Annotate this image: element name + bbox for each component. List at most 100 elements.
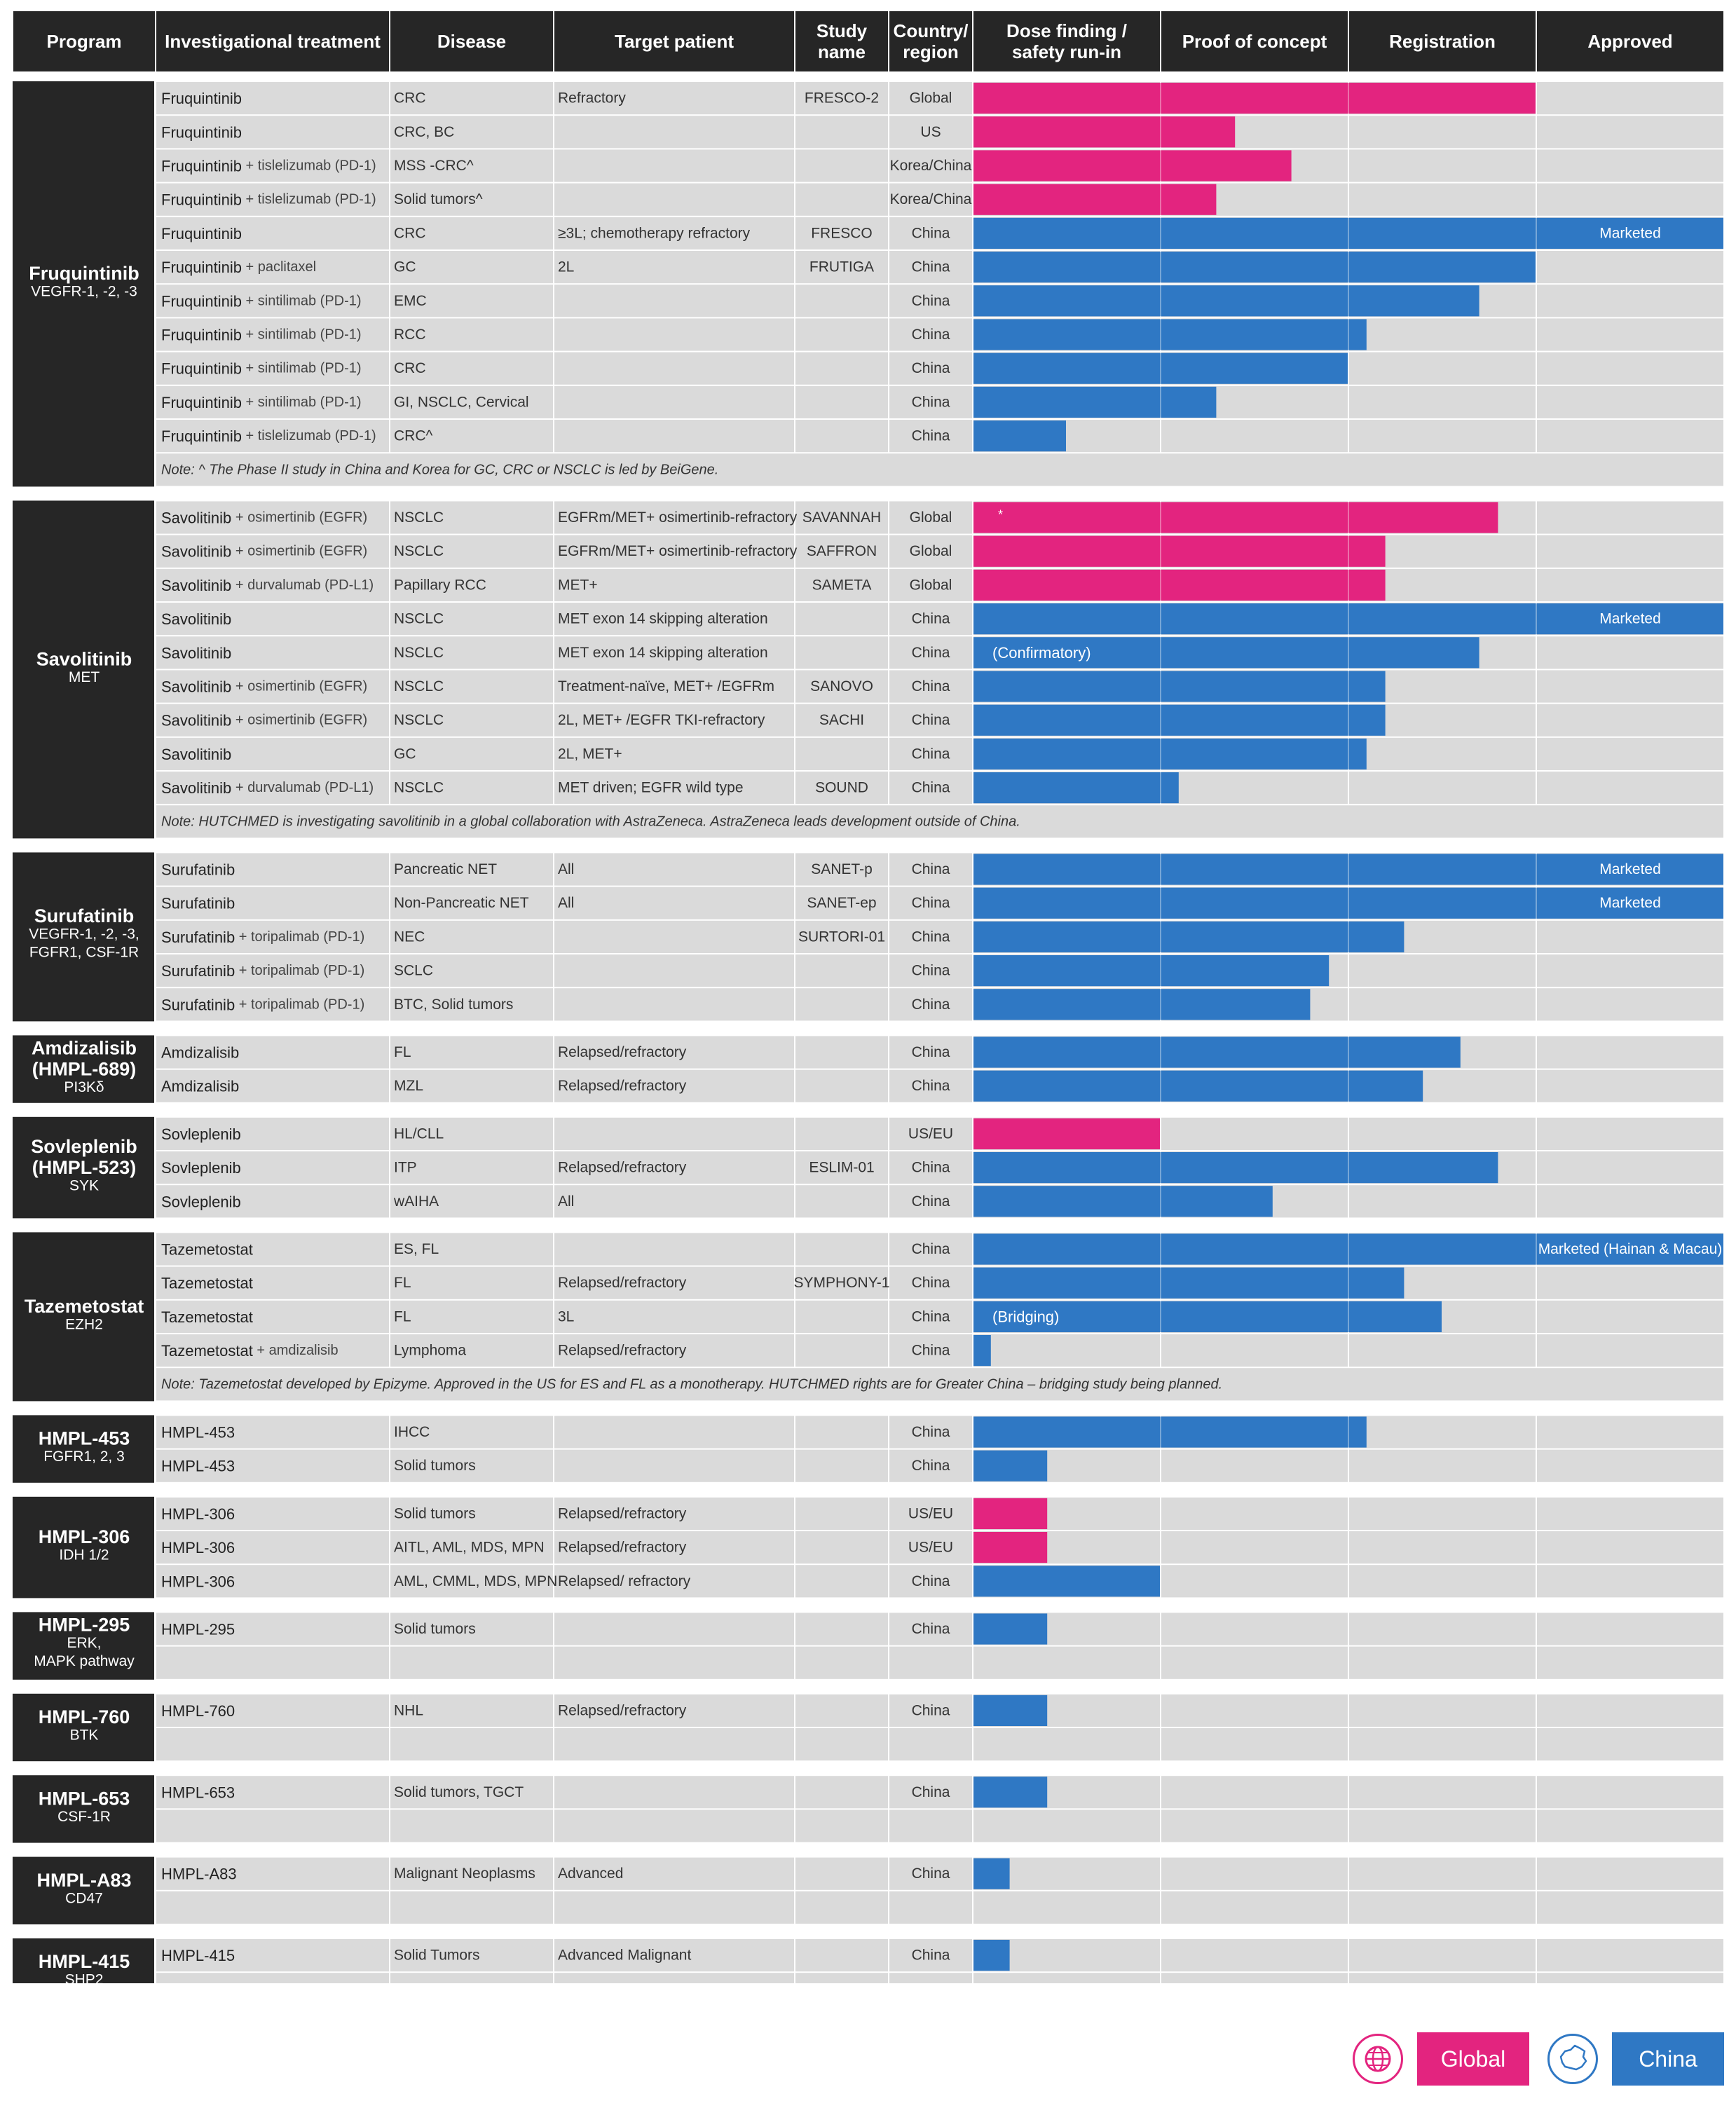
table-cell (554, 920, 794, 953)
header-cell-5 (889, 11, 972, 71)
table-cell (889, 1300, 972, 1333)
table-cell (554, 1939, 794, 1972)
progress-bar (973, 386, 1217, 418)
program-cell (13, 1232, 154, 1402)
note-cell (156, 805, 1723, 838)
table-cell (795, 704, 888, 737)
table-cell (795, 1069, 888, 1102)
table-cell (973, 1973, 1160, 1983)
table-cell (156, 1939, 389, 1972)
table-cell (1349, 116, 1536, 149)
table-cell (156, 217, 389, 249)
progress-bar (973, 1858, 1010, 1889)
patient-text: Relapsed/refractory (558, 1160, 687, 1176)
table-cell (1161, 1891, 1348, 1924)
table-cell (889, 501, 972, 534)
table-cell (1537, 920, 1723, 953)
progress-bar (973, 637, 1479, 669)
program-note: Note: ^ The Phase II study in China and … (161, 462, 718, 477)
table-cell (795, 920, 888, 953)
program-name: Fruquintinib (29, 263, 139, 284)
patient-text: Relapsed/refractory (558, 1540, 687, 1556)
program-name: HMPL-306 (39, 1526, 130, 1547)
region-text: China (912, 394, 950, 410)
table-cell (156, 603, 389, 636)
pipeline-chart: Program Investigational treatment Disease T… (13, 11, 1723, 1983)
table-cell (156, 636, 389, 669)
region-text: Global (910, 577, 952, 593)
program-target: CSF-1R (57, 1809, 111, 1825)
table-cell (554, 1185, 794, 1218)
table-cell (390, 183, 553, 216)
bar-label: (Confirmatory) (992, 644, 1091, 662)
header-label-3: Target patient (615, 31, 734, 52)
legend-global: Global (1417, 2032, 1529, 2086)
combo-partner: + osimertinib (EGFR) (231, 713, 367, 728)
patient-text: 3L (558, 1308, 574, 1325)
drug-name: Fruquintinib (161, 427, 242, 445)
table-cell (156, 1565, 389, 1598)
patient-text: Relapsed/ refractory (558, 1573, 691, 1589)
drug-name: HMPL-295 (161, 1620, 235, 1638)
table-cell (554, 501, 794, 534)
drug-name: Surufatinib (161, 894, 235, 912)
program-name: Sovleplenib (HMPL-523) (31, 1136, 137, 1178)
table-cell (795, 1809, 888, 1842)
header-label-9: Approved (1587, 31, 1672, 52)
table-cell (1161, 1613, 1348, 1645)
combo-partner: + toripalimab (PD-1) (235, 929, 364, 945)
program-target: MET (69, 669, 100, 685)
table-cell (1537, 1151, 1723, 1184)
patient-text: EGFRm/MET+ osimertinib-refractory (558, 543, 798, 559)
bar-label: * (998, 508, 1003, 522)
drug-name: Savolitinib (161, 610, 231, 628)
disease-text: FL (394, 1308, 411, 1325)
table-cell (795, 501, 888, 534)
header-label-7: Proof of concept (1182, 31, 1327, 52)
progress-bar (973, 1301, 1442, 1332)
drug-name: Sovleplenib (161, 1193, 241, 1210)
table-cell (390, 1776, 553, 1809)
table-cell (889, 183, 972, 216)
table-cell (889, 1809, 972, 1842)
table-cell (1161, 1973, 1348, 1983)
drug-name: Tazemetostat (161, 1240, 253, 1258)
table-cell (390, 385, 553, 418)
drug-name: Fruquintinib (161, 224, 242, 242)
treatment-text: Fruquintinib + sintilimab (PD-1) (161, 360, 362, 377)
table-cell (390, 1646, 553, 1679)
table-cell (390, 1069, 553, 1102)
table-cell (795, 1939, 888, 1972)
table-cell (156, 954, 389, 987)
table-cell (1537, 352, 1723, 385)
table-cell (889, 853, 972, 886)
table-cell (795, 1185, 888, 1218)
table-cell (795, 1694, 888, 1727)
table-cell (795, 385, 888, 418)
region-text: China (912, 1241, 950, 1257)
drug-name: HMPL-306 (161, 1573, 235, 1590)
table-cell (795, 352, 888, 385)
region-text: US/EU (908, 1125, 953, 1142)
table-cell (889, 954, 972, 987)
table-cell (390, 853, 553, 886)
table-cell (554, 1334, 794, 1367)
table-cell (1161, 1497, 1348, 1530)
table-cell (554, 420, 794, 453)
table-cell (390, 1416, 553, 1449)
table-cell (554, 116, 794, 149)
treatment-text: Tazemetostat (161, 1240, 253, 1258)
region-text: China (912, 327, 950, 343)
treatment-text: Surufatinib (161, 861, 235, 878)
table-cell (390, 1449, 553, 1482)
table-cell (795, 251, 888, 284)
progress-bar (973, 1613, 1048, 1645)
table-cell (1161, 1646, 1348, 1679)
table-cell (1537, 1857, 1723, 1890)
table-cell (156, 420, 389, 453)
region-text: China (912, 259, 950, 275)
table-cell (1349, 772, 1536, 805)
table-cell (156, 1646, 389, 1679)
study-text: SANET-p (811, 861, 873, 877)
progress-bar (973, 535, 1386, 567)
